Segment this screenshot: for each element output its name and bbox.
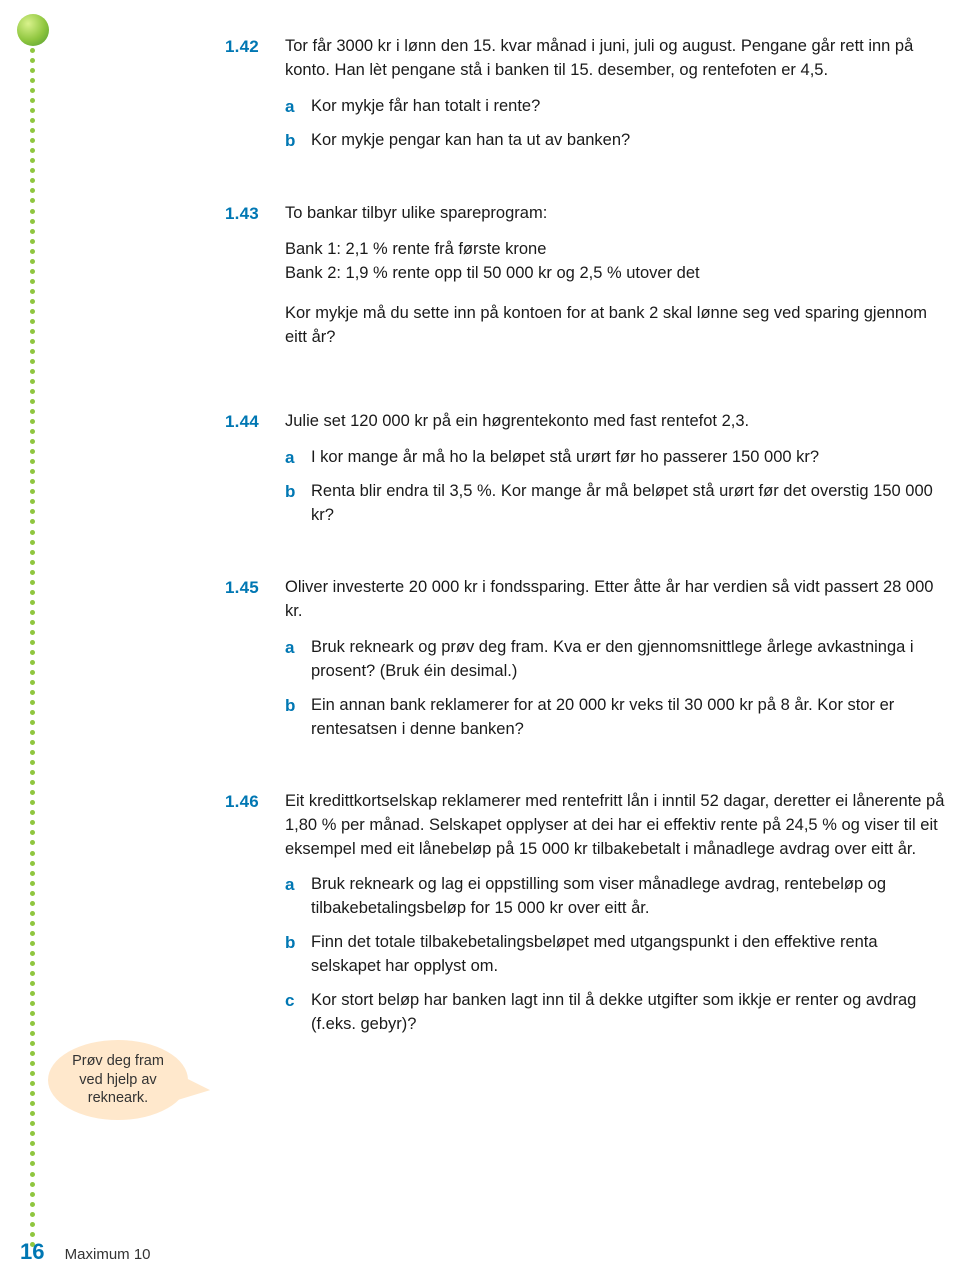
exercise-1-42: 1.42 Tor får 3000 kr i lønn den 15. kvar…	[225, 35, 945, 154]
sub-text: Ein annan bank reklamerer for at 20 000 …	[311, 694, 945, 742]
sub-text: Finn det totale tilbakebetalingsbeløpet …	[311, 931, 945, 979]
sub-b: b Kor mykje pengar kan han ta ut av bank…	[285, 129, 945, 154]
sub-text: Kor mykje får han totalt i rente?	[311, 95, 945, 120]
exercise-1-46: 1.46 Eit kredittkortselskap reklamerer m…	[225, 790, 945, 1037]
sub-a: a Kor mykje får han totalt i rente?	[285, 95, 945, 120]
sub-label-b: b	[285, 129, 311, 154]
hint-line: ved hjelp av	[79, 1072, 156, 1088]
sub-label-a: a	[285, 446, 311, 471]
sub-text: Bruk rekneark og lag ei oppstilling som …	[311, 873, 945, 921]
sub-text: Kor mykje pengar kan han ta ut av banken…	[311, 129, 945, 154]
sub-label-a: a	[285, 873, 311, 921]
exercise-intro: Eit kredittkortselskap reklamerer med re…	[285, 790, 945, 862]
sub-b: b Renta blir endra til 3,5 %. Kor mange …	[285, 480, 945, 528]
hint-bubble: Prøv deg fram ved hjelp av rekneark.	[48, 1040, 203, 1130]
exercise-number: 1.42	[225, 35, 285, 154]
sub-label-b: b	[285, 931, 311, 979]
sub-text: Renta blir endra til 3,5 %. Kor mange år…	[311, 480, 945, 528]
sub-label-a: a	[285, 95, 311, 120]
exercise-body: Oliver investerte 20 000 kr i fondsspari…	[285, 576, 945, 742]
exercise-intro: To bankar tilbyr ulike spareprogram:	[285, 202, 945, 226]
sub-label-b: b	[285, 480, 311, 528]
sub-text: Bruk rekneark og prøv deg fram. Kva er d…	[311, 636, 945, 684]
exercise-number: 1.46	[225, 790, 285, 1037]
sub-a: a I kor mange år må ho la beløpet stå ur…	[285, 446, 945, 471]
exercise-body: Tor får 3000 kr i lønn den 15. kvar måna…	[285, 35, 945, 154]
exercise-number: 1.44	[225, 410, 285, 528]
sub-text: Kor stort beløp har banken lagt inn til …	[311, 989, 945, 1037]
exercise-number: 1.45	[225, 576, 285, 742]
exercise-number: 1.43	[225, 202, 285, 362]
page: 1.42 Tor får 3000 kr i lønn den 15. kvar…	[0, 0, 960, 1285]
sub-label-a: a	[285, 636, 311, 684]
exercise-intro: Julie set 120 000 kr på ein høgrentekont…	[285, 410, 945, 434]
bank-line-1: Bank 1: 2,1 % rente frå første krone	[285, 238, 945, 262]
sub-text: I kor mange år må ho la beløpet stå urør…	[311, 446, 945, 471]
corner-circle-icon	[17, 14, 49, 46]
hint-bubble-body: Prøv deg fram ved hjelp av rekneark.	[48, 1040, 188, 1120]
page-number: 16	[20, 1239, 44, 1264]
sub-label-c: c	[285, 989, 311, 1037]
exercise-intro: Tor får 3000 kr i lønn den 15. kvar måna…	[285, 35, 945, 83]
footer: 16 Maximum 10	[20, 1239, 151, 1265]
sub-c: c Kor stort beløp har banken lagt inn ti…	[285, 989, 945, 1037]
hint-bubble-tail-icon	[178, 1076, 211, 1104]
hint-line: rekneark.	[88, 1090, 148, 1106]
exercise-1-44: 1.44 Julie set 120 000 kr på ein høgrent…	[225, 410, 945, 528]
exercise-body: Julie set 120 000 kr på ein høgrentekont…	[285, 410, 945, 528]
bank-line-2: Bank 2: 1,9 % rente opp til 50 000 kr og…	[285, 262, 945, 286]
exercise-question: Kor mykje må du sette inn på kontoen for…	[285, 302, 945, 350]
exercise-1-45: 1.45 Oliver investerte 20 000 kr i fonds…	[225, 576, 945, 742]
exercise-body: Eit kredittkortselskap reklamerer med re…	[285, 790, 945, 1037]
dotted-rule	[30, 48, 36, 1248]
hint-line: Prøv deg fram	[72, 1053, 164, 1069]
sub-label-b: b	[285, 694, 311, 742]
exercise-intro: Oliver investerte 20 000 kr i fondsspari…	[285, 576, 945, 624]
content-column: 1.42 Tor får 3000 kr i lønn den 15. kvar…	[225, 35, 945, 1037]
sub-a: a Bruk rekneark og lag ei oppstilling so…	[285, 873, 945, 921]
sub-b: b Ein annan bank reklamerer for at 20 00…	[285, 694, 945, 742]
sub-a: a Bruk rekneark og prøv deg fram. Kva er…	[285, 636, 945, 684]
book-title: Maximum 10	[65, 1246, 151, 1263]
sub-b: b Finn det totale tilbakebetalingsbeløpe…	[285, 931, 945, 979]
exercise-body: To bankar tilbyr ulike spareprogram: Ban…	[285, 202, 945, 362]
exercise-1-43: 1.43 To bankar tilbyr ulike spareprogram…	[225, 202, 945, 362]
